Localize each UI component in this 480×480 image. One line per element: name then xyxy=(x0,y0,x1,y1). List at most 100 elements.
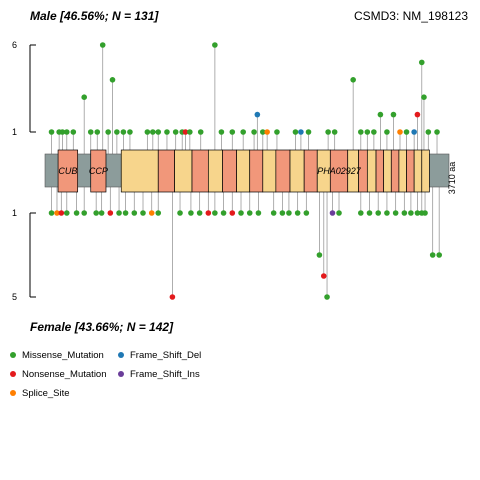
legend-item: Splice_Site xyxy=(10,388,70,399)
bottom-mutation-point xyxy=(392,210,399,216)
top-mutation-point xyxy=(364,129,371,135)
top-mutation-point xyxy=(251,129,257,135)
male-cohort-title: Male [46.56%; N = 131] xyxy=(30,9,159,23)
protein-domain xyxy=(406,149,415,193)
protein-domain xyxy=(191,149,209,193)
female-cohort-title: Female [43.66%; N = 142] xyxy=(30,320,174,334)
bottom-mutation-point xyxy=(148,210,155,216)
top-mutation-point xyxy=(325,129,331,135)
top-lollipop-heads xyxy=(48,42,440,135)
plot-axes: 6 1 1 5 xyxy=(12,40,36,302)
top-mutation-point xyxy=(384,129,390,135)
protein-domain xyxy=(262,149,277,193)
protein-domain xyxy=(275,149,291,193)
top-y-tick-label: 1 xyxy=(12,127,17,137)
bottom-mutation-point xyxy=(286,210,292,216)
bottom-mutation-point xyxy=(122,210,129,216)
bottom-mutation-point xyxy=(324,294,330,300)
bottom-mutation-point xyxy=(320,273,327,279)
bottom-mutation-point xyxy=(205,210,212,216)
top-mutation-point xyxy=(120,129,127,135)
top-mutation-point xyxy=(411,129,417,135)
top-mutation-point xyxy=(197,129,204,135)
top-mutation-point xyxy=(164,129,170,135)
legend-item: Frame_Shift_Del xyxy=(118,350,201,361)
top-y-tick-label: 6 xyxy=(12,40,17,50)
protein-domain xyxy=(174,149,193,193)
top-mutation-point xyxy=(172,129,179,135)
top-mutation-point xyxy=(418,59,425,66)
protein-domain xyxy=(390,149,400,193)
top-mutation-point xyxy=(421,94,427,100)
top-mutation-point xyxy=(212,42,218,48)
bottom-mutation-point xyxy=(155,210,162,216)
legend-swatch xyxy=(118,352,124,359)
top-mutation-point xyxy=(254,111,261,118)
protein-domain xyxy=(236,149,251,193)
top-mutation-point xyxy=(59,129,66,135)
bottom-y-tick-label: 5 xyxy=(12,292,17,302)
top-mutation-point xyxy=(274,129,280,135)
bottom-mutation-point xyxy=(48,210,55,216)
bottom-mutation-point xyxy=(63,210,70,216)
bottom-y-tick-label: 1 xyxy=(12,208,17,218)
bottom-mutation-point xyxy=(329,210,336,216)
protein-domain xyxy=(90,149,107,193)
legend-item: Missense_Mutation xyxy=(10,350,104,361)
top-mutation-point xyxy=(127,129,133,135)
protein-domain xyxy=(289,149,305,193)
bottom-mutation-point xyxy=(212,210,218,216)
top-mutation-point xyxy=(414,111,421,118)
bottom-mutation-point xyxy=(169,294,176,300)
gene-transcript-title: CSMD3: NM_198123 xyxy=(353,9,468,23)
bottom-lollipop-stems xyxy=(51,187,440,297)
bottom-mutation-point xyxy=(229,210,236,216)
top-mutation-point xyxy=(403,129,410,135)
top-mutation-point xyxy=(350,77,356,83)
protein-domain xyxy=(421,149,430,193)
protein-domain xyxy=(366,149,377,193)
protein-domain xyxy=(207,149,223,193)
top-mutation-point xyxy=(87,129,94,135)
legend-swatch xyxy=(118,371,124,378)
top-lollipop-stems xyxy=(51,45,438,154)
legend-item: Nonsense_Mutation xyxy=(10,369,107,380)
bottom-mutation-point xyxy=(246,210,253,216)
top-mutation-point xyxy=(48,129,55,135)
top-mutation-point xyxy=(144,129,151,135)
legend-label: Frame_Shift_Ins xyxy=(130,369,200,380)
top-mutation-point xyxy=(105,129,111,135)
top-mutation-point xyxy=(218,129,225,135)
top-mutation-point xyxy=(109,77,116,83)
legend-swatch xyxy=(10,390,16,397)
protein-domain xyxy=(222,149,238,193)
bottom-mutation-point xyxy=(93,210,99,216)
legend-swatch xyxy=(10,352,16,359)
bottom-mutation-point xyxy=(140,210,146,216)
bottom-mutation-point xyxy=(316,252,323,258)
legend-label: Missense_Mutation xyxy=(22,350,104,361)
bottom-mutation-point xyxy=(436,252,442,258)
top-mutation-point xyxy=(305,129,312,135)
bottom-mutation-point xyxy=(177,210,183,216)
top-mutation-point xyxy=(94,129,101,135)
protein-domain xyxy=(413,149,423,193)
protein-domain xyxy=(398,149,407,193)
bottom-mutation-point xyxy=(220,210,227,216)
bottom-mutation-point xyxy=(107,210,114,216)
top-mutation-point xyxy=(99,42,106,48)
bottom-mutation-point xyxy=(116,210,122,216)
bottom-mutation-point xyxy=(357,210,364,216)
top-mutation-point xyxy=(292,129,299,135)
top-mutation-point xyxy=(377,111,384,118)
protein-domain xyxy=(157,149,175,193)
top-mutation-point xyxy=(150,129,156,135)
bottom-mutation-point xyxy=(255,210,262,216)
bottom-mutation-point xyxy=(336,210,342,216)
top-mutation-point xyxy=(182,129,189,135)
protein-track: CUB CCP PHA02927 3710 aa xyxy=(44,149,457,194)
legend-swatch xyxy=(10,371,16,378)
top-mutation-point xyxy=(434,129,440,135)
top-mutation-point xyxy=(298,129,304,135)
